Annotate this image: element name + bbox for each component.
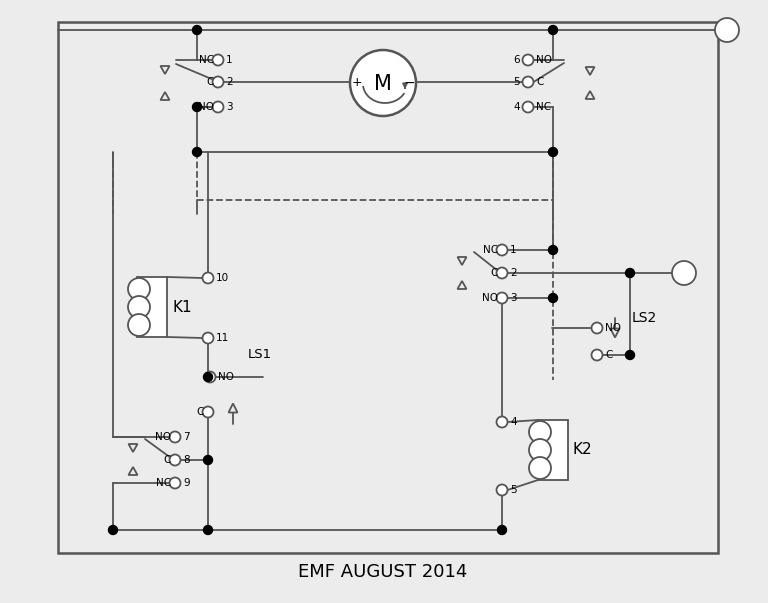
Circle shape [522, 101, 534, 113]
Circle shape [548, 25, 558, 34]
Text: C: C [164, 455, 171, 465]
Circle shape [203, 406, 214, 417]
Circle shape [715, 18, 739, 42]
Circle shape [193, 148, 201, 157]
Text: 5: 5 [510, 485, 517, 495]
Circle shape [548, 294, 558, 303]
Circle shape [204, 455, 213, 464]
Circle shape [193, 25, 201, 34]
Circle shape [204, 373, 213, 382]
Circle shape [548, 245, 558, 254]
Circle shape [213, 101, 223, 113]
Circle shape [672, 261, 696, 285]
Circle shape [170, 432, 180, 443]
Text: NO: NO [155, 432, 171, 442]
Text: 4: 4 [513, 102, 520, 112]
Text: NO: NO [605, 323, 621, 333]
Text: C: C [536, 77, 544, 87]
Text: 11: 11 [216, 333, 230, 343]
Circle shape [170, 478, 180, 488]
Text: 1: 1 [226, 55, 233, 65]
Text: 2: 2 [226, 77, 233, 87]
Circle shape [529, 439, 551, 461]
Bar [538, 420, 568, 480]
Text: K2: K2 [573, 443, 593, 458]
Text: NC: NC [199, 55, 214, 65]
Circle shape [496, 484, 508, 496]
Text: 9: 9 [183, 478, 190, 488]
Circle shape [498, 525, 507, 534]
Circle shape [213, 77, 223, 87]
Text: K1: K1 [172, 300, 192, 315]
Text: 1: 1 [510, 245, 517, 255]
Circle shape [128, 296, 150, 318]
Text: LS2: LS2 [632, 311, 657, 325]
Bar [58, 22, 718, 553]
Text: 6: 6 [513, 55, 520, 65]
Text: 4: 4 [510, 417, 517, 427]
Circle shape [203, 332, 214, 344]
Circle shape [496, 268, 508, 279]
Text: C: C [197, 407, 204, 417]
Circle shape [625, 268, 634, 277]
Text: 7: 7 [183, 432, 190, 442]
Circle shape [522, 77, 534, 87]
Circle shape [529, 457, 551, 479]
Circle shape [496, 417, 508, 428]
Circle shape [548, 148, 558, 157]
Text: 2: 2 [510, 268, 517, 278]
Text: NO: NO [482, 293, 498, 303]
Circle shape [591, 350, 603, 361]
Text: NC: NC [156, 478, 171, 488]
Circle shape [522, 54, 534, 66]
Text: NC: NC [483, 245, 498, 255]
Text: NO: NO [536, 55, 552, 65]
Text: C: C [605, 350, 612, 360]
Circle shape [193, 103, 201, 112]
Circle shape [128, 278, 150, 300]
Text: NC: NC [536, 102, 551, 112]
Circle shape [213, 54, 223, 66]
Text: M: M [374, 74, 392, 94]
Circle shape [128, 314, 150, 336]
Circle shape [496, 244, 508, 256]
Text: 3: 3 [226, 102, 233, 112]
Circle shape [591, 323, 603, 333]
Circle shape [625, 350, 634, 359]
Text: 8: 8 [183, 455, 190, 465]
Bar [137, 277, 167, 337]
Text: NO: NO [218, 372, 234, 382]
Text: 5: 5 [513, 77, 520, 87]
Circle shape [108, 525, 118, 534]
Text: LS1: LS1 [248, 349, 272, 362]
Text: −: − [403, 76, 415, 90]
Circle shape [204, 525, 213, 534]
Circle shape [496, 292, 508, 303]
Text: C: C [491, 268, 498, 278]
Circle shape [529, 421, 551, 443]
Circle shape [204, 371, 216, 382]
Circle shape [203, 273, 214, 283]
Text: EMF AUGUST 2014: EMF AUGUST 2014 [298, 563, 468, 581]
Text: NO: NO [198, 102, 214, 112]
Circle shape [170, 455, 180, 466]
Text: C: C [207, 77, 214, 87]
Circle shape [350, 50, 416, 116]
Text: +: + [352, 77, 362, 89]
Text: 10: 10 [216, 273, 229, 283]
Text: 3: 3 [510, 293, 517, 303]
